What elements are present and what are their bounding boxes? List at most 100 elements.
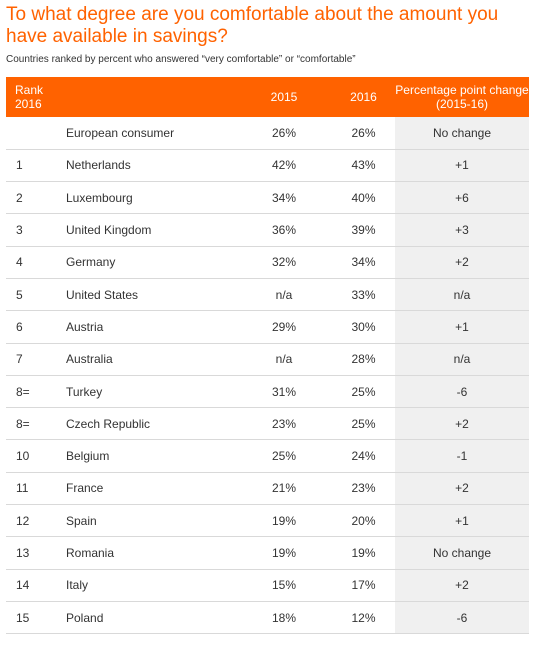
cell-2015: 36% bbox=[271, 223, 297, 238]
cell-country: Italy bbox=[66, 578, 89, 593]
cell-change: No change bbox=[395, 117, 529, 150]
table-row: 8= Czech Republic 23% 25% +2 bbox=[6, 407, 529, 440]
table-row: 10 Belgium 25% 24% -1 bbox=[6, 439, 529, 473]
cell-2015: 18% bbox=[271, 610, 297, 625]
cell-change: No change bbox=[395, 536, 529, 570]
table-row: 1 Netherlands 42% 43% +1 bbox=[6, 149, 529, 182]
cell-rank: 1 bbox=[16, 158, 23, 173]
table-row: 14 Italy 15% 17% +2 bbox=[6, 569, 529, 602]
cell-rank: 14 bbox=[16, 578, 30, 593]
chart-subtitle: Countries ranked by percent who answered… bbox=[6, 54, 356, 65]
cell-rank: 15 bbox=[16, 610, 30, 625]
cell-2016: 43% bbox=[351, 158, 376, 173]
header-rank-label: Rank 2016 bbox=[15, 83, 44, 111]
header-change: Percentage point change (2015-16) bbox=[395, 83, 529, 111]
cell-country: Czech Republic bbox=[66, 416, 151, 431]
cell-change: n/a bbox=[395, 278, 529, 311]
cell-2016: 20% bbox=[351, 513, 376, 528]
cell-country: Turkey bbox=[66, 384, 103, 399]
cell-2015: 19% bbox=[271, 546, 297, 560]
cell-country: Australia bbox=[66, 352, 113, 367]
cell-2015: 42% bbox=[271, 158, 297, 173]
cell-2016: 33% bbox=[351, 287, 376, 302]
cell-rank: 10 bbox=[16, 449, 30, 464]
cell-country: United States bbox=[66, 287, 139, 302]
cell-rank: 12 bbox=[16, 513, 30, 528]
cell-2016: 25% bbox=[351, 416, 376, 431]
table-row: 3 United Kingdom 36% 39% +3 bbox=[6, 213, 529, 247]
cell-2015: 23% bbox=[271, 416, 297, 431]
cell-2016: 40% bbox=[351, 190, 376, 205]
cell-2016: 12% bbox=[351, 610, 376, 625]
cell-change: +1 bbox=[395, 504, 529, 537]
cell-2016: 26% bbox=[351, 125, 376, 140]
table-row: 15 Poland 18% 12% -6 bbox=[6, 601, 529, 634]
cell-country: Poland bbox=[66, 610, 104, 625]
cell-change: -6 bbox=[395, 601, 529, 634]
cell-rank: 6 bbox=[16, 319, 23, 334]
cell-2016: 23% bbox=[351, 481, 376, 496]
table-row: 8= Turkey 31% 25% -6 bbox=[6, 375, 529, 408]
header-country bbox=[60, 77, 236, 117]
cell-2015: 32% bbox=[271, 255, 297, 270]
cell-rank: 5 bbox=[16, 287, 23, 302]
cell-2015: 26% bbox=[271, 125, 297, 140]
cell-country: Germany bbox=[66, 255, 116, 270]
header-row: Rank 2016 2015 2016 Percentage point cha… bbox=[6, 77, 529, 117]
cell-change: +6 bbox=[395, 181, 529, 214]
cell-change: -1 bbox=[395, 439, 529, 473]
table-body: European consumer 26% 26% No change 1 Netherl… bbox=[6, 117, 529, 634]
cell-rank: 11 bbox=[16, 481, 29, 496]
cell-2016: 34% bbox=[351, 255, 376, 270]
cell-2016: 17% bbox=[351, 578, 376, 593]
cell-country: Spain bbox=[66, 513, 97, 528]
table-header: Rank 2016 2015 2016 Percentage point cha… bbox=[6, 77, 529, 117]
table-row: 7 Australia n/a 28% n/a bbox=[6, 343, 529, 376]
table-row: European consumer 26% 26% No change bbox=[6, 117, 529, 150]
cell-change: +3 bbox=[395, 213, 529, 247]
cell-2016: 28% bbox=[351, 352, 376, 367]
cell-rank bbox=[6, 117, 60, 149]
cell-2015: 29% bbox=[271, 319, 297, 334]
cell-2016: 25% bbox=[351, 384, 376, 399]
table-row: 6 Austria 29% 30% +1 bbox=[6, 310, 529, 344]
savings-comfort-table: Rank 2016 2015 2016 Percentage point cha… bbox=[6, 77, 529, 634]
header-rank: Rank 2016 bbox=[6, 77, 60, 117]
cell-country: European consumer bbox=[66, 125, 175, 140]
cell-country: Netherlands bbox=[66, 158, 131, 173]
cell-rank: 13 bbox=[16, 546, 30, 560]
cell-2015: 15% bbox=[271, 578, 297, 593]
cell-2016: 30% bbox=[351, 319, 376, 334]
cell-change: n/a bbox=[395, 343, 529, 376]
cell-country: France bbox=[66, 481, 104, 496]
cell-2015: 31% bbox=[271, 384, 297, 399]
cell-change: +2 bbox=[395, 246, 529, 279]
cell-country: Belgium bbox=[66, 449, 110, 464]
header-2015: 2015 bbox=[270, 90, 298, 104]
cell-country: Luxembourg bbox=[66, 190, 133, 205]
cell-country: United Kingdom bbox=[66, 223, 152, 238]
cell-change: +1 bbox=[395, 310, 529, 344]
table-row: 5 United States n/a 33% n/a bbox=[6, 278, 529, 311]
table-row: 13 Romania 19% 19% No change bbox=[6, 536, 529, 570]
cell-change: +2 bbox=[395, 569, 529, 602]
cell-2015: n/a bbox=[275, 352, 293, 367]
table-row: 11 France 21% 23% +2 bbox=[6, 472, 529, 505]
cell-2015: 19% bbox=[271, 513, 297, 528]
cell-2016: 39% bbox=[351, 223, 376, 238]
cell-2015: 25% bbox=[271, 449, 297, 464]
cell-2016: 19% bbox=[351, 546, 376, 560]
chart-title: To what degree are you comfortable about… bbox=[6, 4, 499, 47]
cell-rank: 2 bbox=[16, 190, 23, 205]
table-row: 2 Luxembourg 34% 40% +6 bbox=[6, 181, 529, 214]
cell-change: -6 bbox=[395, 375, 529, 408]
cell-country: Austria bbox=[66, 319, 104, 334]
table-row: 4 Germany 32% 34% +2 bbox=[6, 246, 529, 279]
cell-2015: 21% bbox=[271, 481, 297, 496]
cell-rank: 7 bbox=[16, 352, 23, 367]
table-row: 12 Spain 19% 20% +1 bbox=[6, 504, 529, 537]
cell-country: Romania bbox=[66, 546, 115, 560]
cell-change: +2 bbox=[395, 407, 529, 440]
cell-2016: 24% bbox=[351, 449, 376, 464]
